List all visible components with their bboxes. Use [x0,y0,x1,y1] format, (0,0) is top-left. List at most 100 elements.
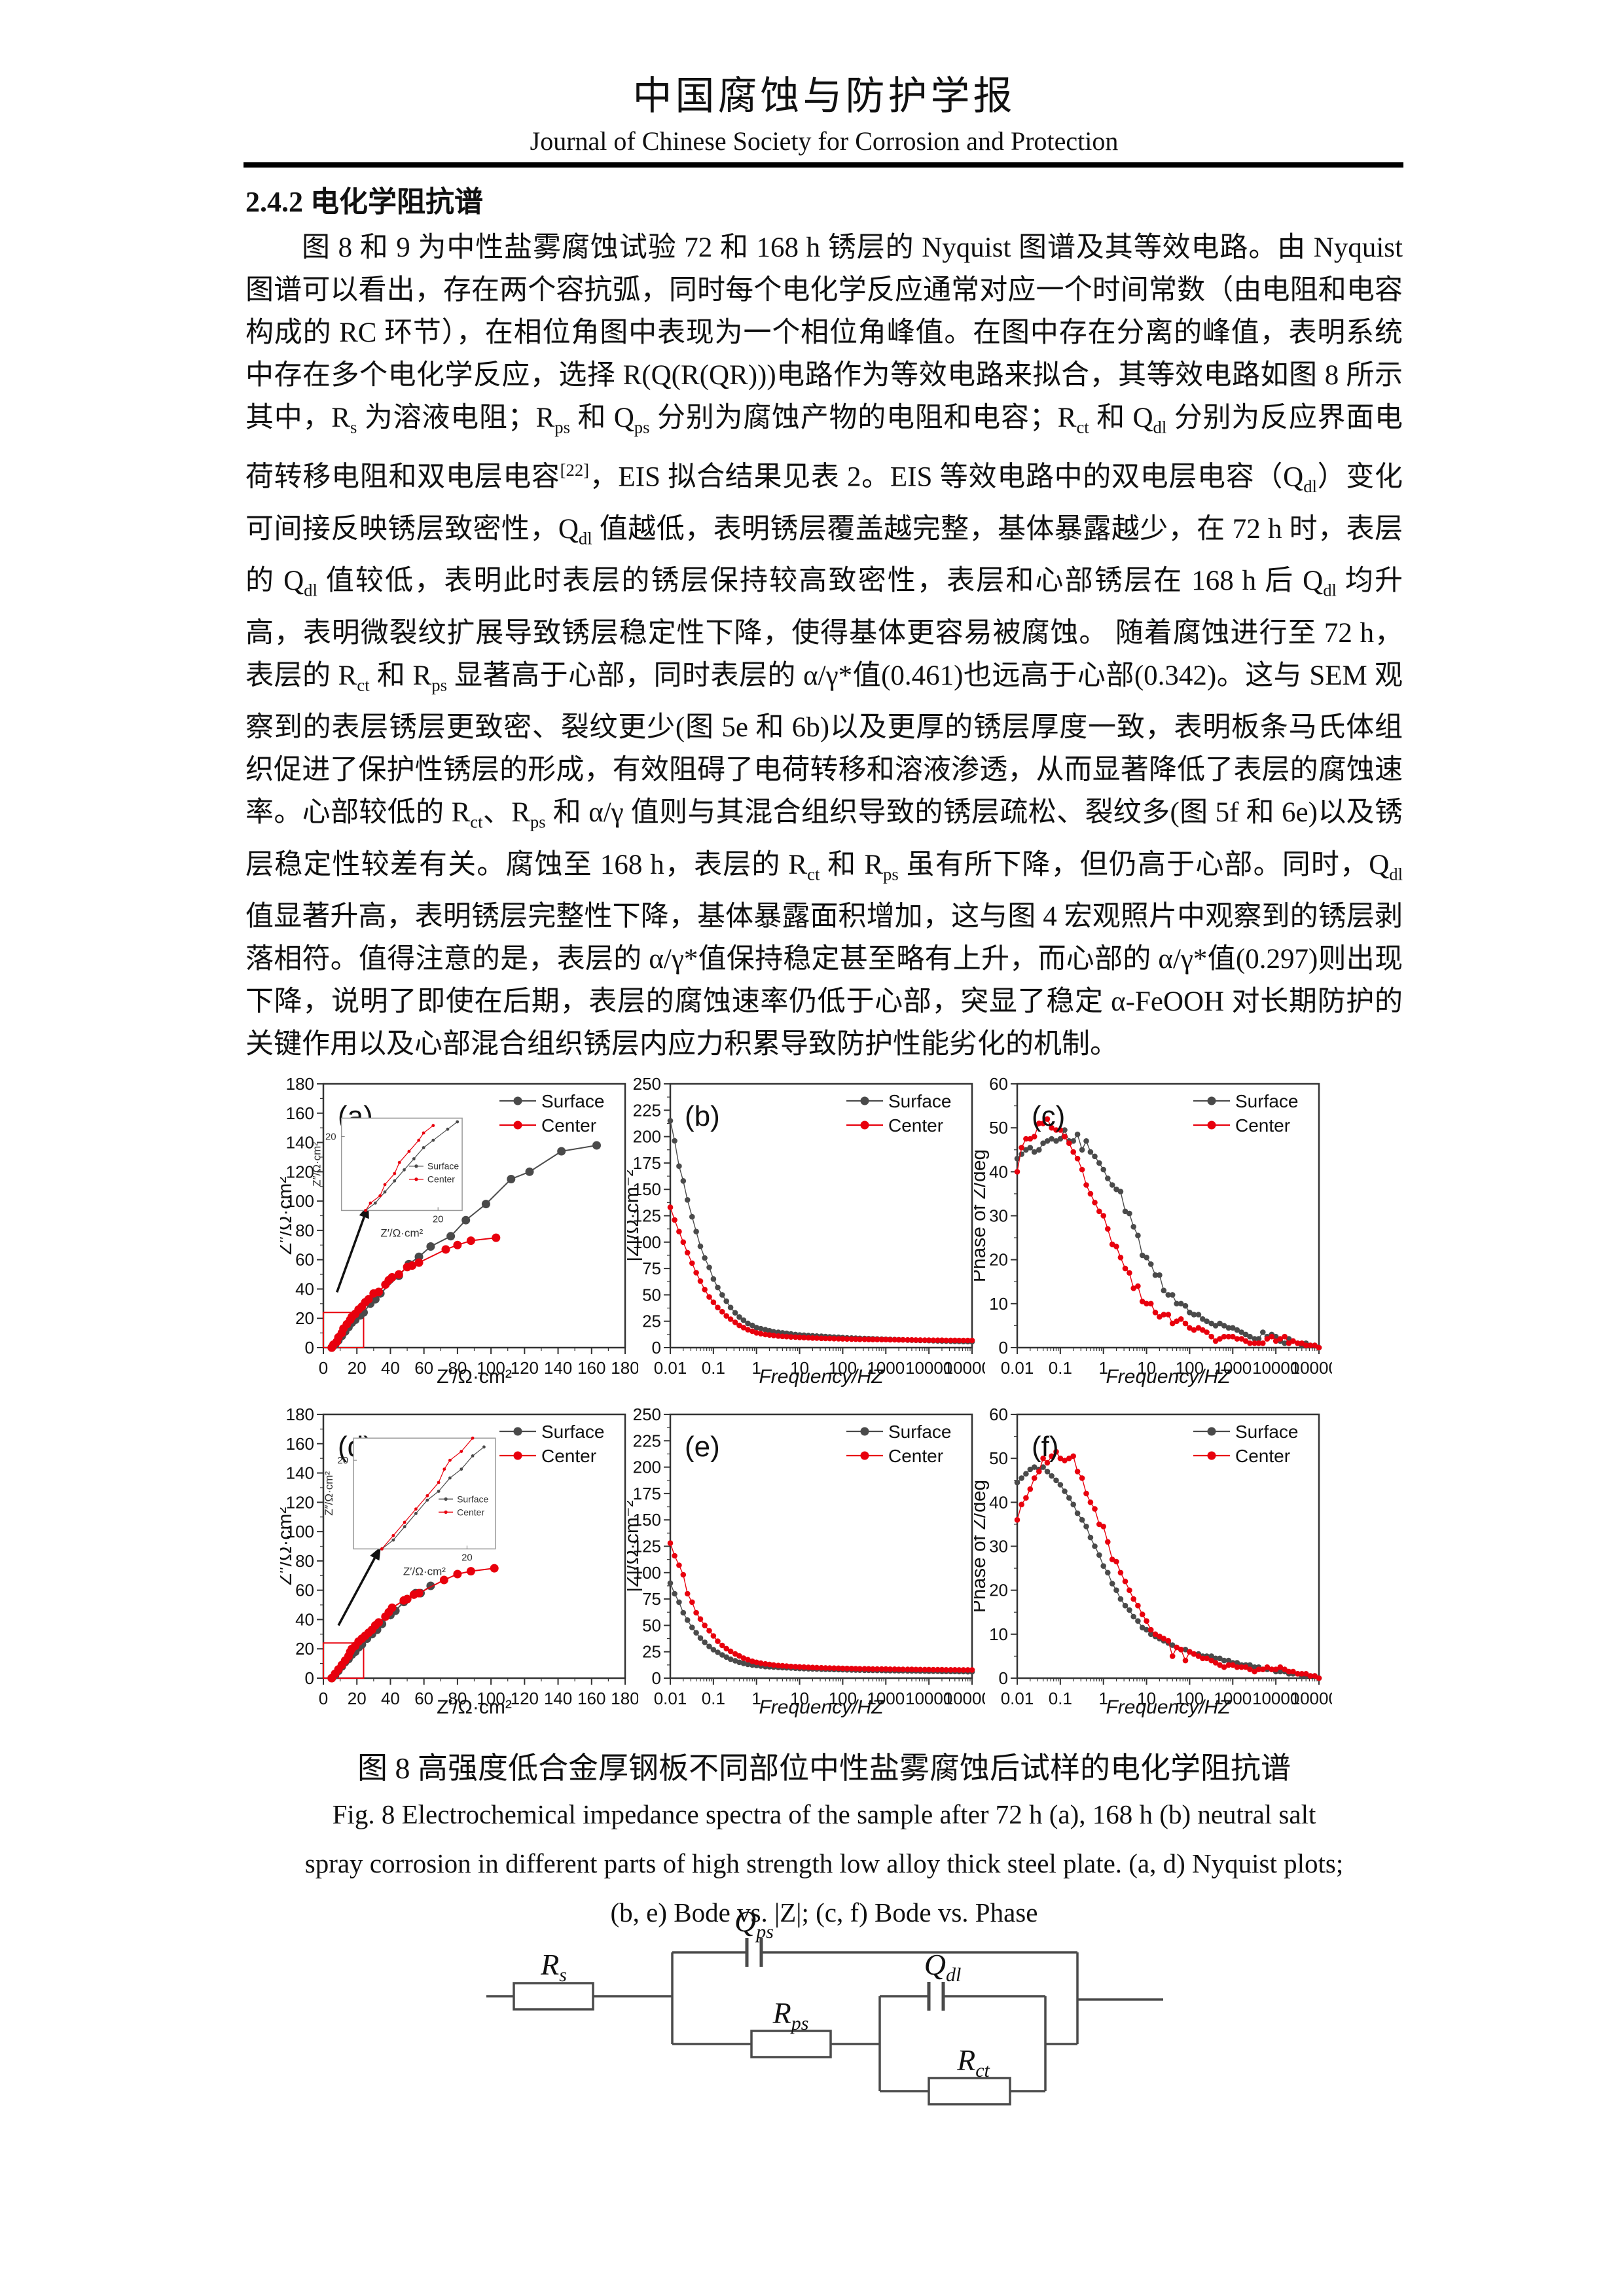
legend-b: Surface Center [846,1091,952,1136]
svg-text:1000: 1000 [1214,1358,1252,1378]
svg-text:10000: 10000 [1252,1358,1299,1378]
svg-text:100: 100 [477,1689,505,1708]
y-axis-title: |Z|/Ω·cm⁻² [627,1500,643,1592]
svg-text:Surface: Surface [541,1422,605,1442]
svg-text:50: 50 [642,1615,661,1635]
svg-text:40: 40 [295,1279,314,1299]
svg-text:Surface: Surface [888,1091,952,1111]
svg-text:0.01: 0.01 [654,1689,687,1708]
svg-text:0.01: 0.01 [654,1358,687,1378]
inset-arrow [337,1557,376,1626]
svg-text:0.1: 0.1 [702,1358,725,1378]
svg-text:40: 40 [381,1358,400,1378]
svg-text:1: 1 [1098,1689,1108,1708]
svg-text:0: 0 [305,1668,314,1688]
svg-text:0: 0 [305,1338,314,1357]
svg-text:30: 30 [989,1537,1008,1556]
chart-d-nyquist-168h: 0 20 40 60 80 100 120 140 160 180 0 20 40 60 80 100 120 1… [280,1405,638,1718]
svg-text:1000: 1000 [1214,1689,1252,1708]
series-center-d [327,1564,499,1683]
inset-arrow [336,1216,365,1293]
svg-text:160: 160 [577,1358,605,1378]
axes-c: 0.01 0.1 1 10 100 100010000100000 0 10 20 30 40 50 6… [989,1074,1332,1378]
axes-b: 0.01 0.1 1 10 100 100010000100000 0 25 50 75 100 12… [633,1074,985,1378]
svg-text:120: 120 [511,1689,539,1708]
resistor-rs [513,1982,594,2011]
svg-text:140: 140 [286,1133,314,1153]
chart-b-bode-z-72h: 0.01 0.1 1 10 100 100010000100000 0 25 50 75 100 12… [627,1074,985,1388]
svg-text:20: 20 [295,1308,314,1328]
svg-text:60: 60 [414,1689,433,1708]
svg-text:60: 60 [295,1581,314,1600]
inset-y-label: Z″/Ω·cm² [311,1142,323,1187]
svg-text:60: 60 [414,1358,433,1378]
svg-text:20: 20 [295,1639,314,1659]
svg-text:20: 20 [337,1455,348,1466]
svg-text:20: 20 [989,1250,1008,1270]
svg-text:1: 1 [751,1689,761,1708]
svg-text:60: 60 [989,1405,1008,1424]
svg-text:60: 60 [989,1074,1008,1094]
svg-text:0.1: 0.1 [1049,1358,1072,1378]
svg-text:Center: Center [888,1115,943,1136]
svg-text:100: 100 [1176,1358,1204,1378]
svg-text:225: 225 [633,1100,661,1120]
series-surface-e [667,1580,975,1675]
inset-d: 20 20 Z′/Ω·cm² Z″/Ω·cm² Surface Center [323,1436,496,1626]
svg-text:120: 120 [511,1358,539,1378]
svg-text:10: 10 [989,1294,1008,1314]
svg-text:1000: 1000 [867,1358,905,1378]
journal-title-zh: 中国腐蚀与防护学报 [632,75,1016,118]
svg-text:175: 175 [633,1484,661,1503]
svg-text:30: 30 [989,1206,1008,1226]
axes-d: 0 20 40 60 80 100 120 140 160 180 0 20 40 60 80 100 120 1… [286,1405,638,1708]
x-axis-title: Z′/Ω·cm² [437,1366,512,1388]
svg-text:0.01: 0.01 [1001,1689,1034,1708]
inset-x-label: Z′/Ω·cm² [403,1566,446,1578]
figure-caption-zh: 图 8 高强度低合金厚钢板不同部位中性盐雾腐蚀后试样的电化学阻抗谱 [357,1751,1291,1785]
svg-text:140: 140 [544,1689,572,1708]
svg-text:25: 25 [642,1642,661,1662]
series-center-a [327,1233,501,1352]
svg-text:150: 150 [633,1179,661,1199]
svg-text:1: 1 [751,1358,761,1378]
plot-b: 0.01 0.1 1 10 100 100010000100000 0 25 50 75 100 12… [627,1074,985,1388]
svg-text:10: 10 [790,1689,809,1708]
inset-x-label: Z′/Ω·cm² [380,1227,423,1239]
circuit-wires [486,1938,1163,2106]
svg-text:250: 250 [633,1074,661,1094]
svg-text:Center: Center [427,1174,455,1185]
x-axis-title: Frequency/HZ [759,1696,884,1718]
svg-text:Surface: Surface [888,1422,952,1442]
resistor-rps [750,2030,832,2058]
svg-text:80: 80 [295,1551,314,1571]
svg-text:40: 40 [381,1689,400,1708]
svg-text:150: 150 [633,1510,661,1530]
svg-text:60: 60 [295,1250,314,1270]
plot-f: 0.01 0.1 1 10 100 100010000100000 0 10 20 30 40 50 6… [974,1405,1332,1718]
svg-text:50: 50 [642,1285,661,1304]
zoom-region-box [323,1312,365,1348]
plot-c: 0.01 0.1 1 10 100 100010000100000 0 10 20 30 40 50 6… [974,1074,1332,1388]
svg-text:200: 200 [633,1458,661,1477]
svg-text:80: 80 [448,1358,467,1378]
legend-d: Surface Center [499,1422,605,1466]
series-surface-b [667,1118,975,1345]
svg-text:10000: 10000 [905,1358,952,1378]
svg-text:Surface: Surface [427,1161,459,1172]
svg-text:1000: 1000 [867,1689,905,1708]
chart-e-bode-z-168h: 0.01 0.1 1 10 100 100010000100000 0 25 50 75 100 12… [627,1405,985,1718]
svg-text:10: 10 [790,1358,809,1378]
y-axis-title: Z″/Ω·cm² [280,1507,296,1586]
label-rct: Rct [956,2043,990,2081]
section-heading: 2.4.2 电化学阻抗谱 [245,186,483,218]
svg-text:20: 20 [989,1581,1008,1600]
svg-text:20: 20 [325,1132,336,1143]
plot-a: 0 20 40 60 80 100 120 140 160 1800204060801001201… [280,1074,638,1388]
inset-a: 20 20 Z′/Ω·cm² Z″/Ω·cm² Surface Center [311,1117,463,1293]
svg-text:40: 40 [989,1162,1008,1181]
svg-text:100: 100 [633,1232,661,1252]
y-axis-title: Phase of Z/deg [974,1149,990,1282]
y-axis-title: Z″/Ω·cm² [280,1177,296,1255]
svg-text:75: 75 [642,1589,661,1609]
